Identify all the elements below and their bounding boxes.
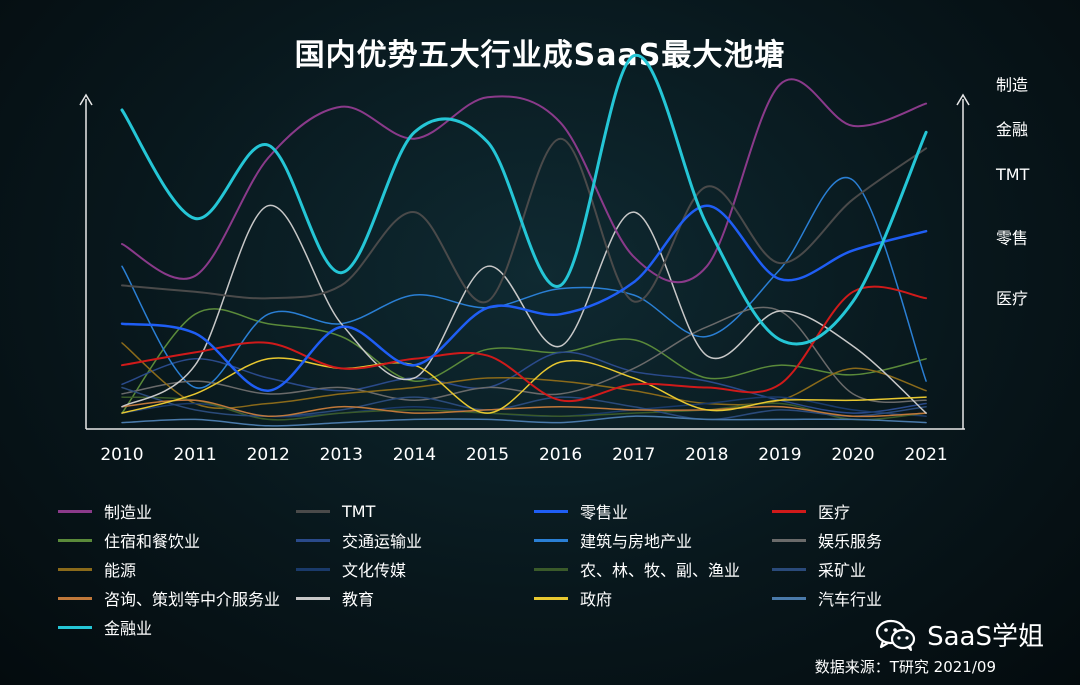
legend-swatch <box>296 509 330 513</box>
legend-swatch <box>58 509 92 513</box>
right-label-2: TMT <box>995 165 1030 184</box>
right-label-3: 零售 <box>996 229 1028 248</box>
series-line-2 <box>120 204 928 392</box>
chart-title: 国内优势五大行业成SaaS最大池塘 <box>294 38 786 73</box>
x-tick-label: 2015 <box>466 445 509 465</box>
legend-item: 零售业 <box>534 500 772 522</box>
x-tick-label: 2020 <box>831 445 874 465</box>
x-tick-label: 2011 <box>173 445 216 465</box>
series-line-8 <box>121 342 927 410</box>
legend-label: 制造业 <box>104 503 153 522</box>
legend-label: 采矿业 <box>818 561 867 580</box>
legend-label: 住宿和餐饮业 <box>104 532 201 551</box>
legend-swatch <box>58 567 92 571</box>
legend-item: 住宿和餐饮业 <box>58 529 296 551</box>
legend-swatch <box>58 596 92 600</box>
legend-item: 制造业 <box>58 500 296 522</box>
series-line-0 <box>121 78 928 284</box>
x-tick-label: 2018 <box>685 445 728 465</box>
legend-swatch <box>772 509 806 513</box>
data-source: 数据来源：T研究 2021/09 <box>814 658 996 676</box>
line-chart: 2010 2011 2012 2013 2014 2015 2016 2017 2018 2019… <box>79 54 1030 465</box>
series-line-12 <box>121 399 927 418</box>
x-tick-label: 2013 <box>320 445 363 465</box>
legend-item: 汽车行业 <box>772 587 1010 609</box>
series-line-7 <box>121 306 927 404</box>
legend-item: TMT <box>296 500 534 522</box>
legend-swatch <box>534 567 568 571</box>
legend-swatch <box>534 538 568 542</box>
legend-swatch <box>296 538 330 542</box>
legend-swatch <box>772 538 806 542</box>
legend-label: 农、林、牧、副、渔业 <box>580 561 741 580</box>
legend-swatch <box>772 596 806 600</box>
legend-label: 金融业 <box>104 619 153 638</box>
legend-label: 能源 <box>104 561 137 580</box>
legend-item: 交通运输业 <box>296 529 534 551</box>
x-tick-label: 2016 <box>539 445 582 465</box>
legend-swatch <box>296 596 330 600</box>
legend-item: 教育 <box>296 587 534 609</box>
series-line-1 <box>121 137 928 304</box>
legend-label: 医疗 <box>818 503 851 522</box>
legend-item: 咨询、策划等中介服务业 <box>58 587 296 609</box>
series-line-3 <box>121 285 928 403</box>
legend-swatch <box>58 538 92 542</box>
legend-label: 零售业 <box>580 503 629 522</box>
right-label-1: 金融 <box>996 120 1028 139</box>
watermark-text: SaaS学姐 <box>927 622 1044 652</box>
x-tick-label: 2010 <box>100 445 143 465</box>
legend-label: 咨询、策划等中介服务业 <box>104 590 281 609</box>
legend-item: 政府 <box>534 587 772 609</box>
legend-item: 建筑与房地产业 <box>534 529 772 551</box>
x-tick-label: 2021 <box>904 445 947 465</box>
legend-label: 政府 <box>580 590 613 609</box>
legend-label: 汽车行业 <box>818 590 883 609</box>
legend-swatch <box>772 567 806 571</box>
legend-label: 文化传媒 <box>342 561 407 580</box>
right-label-0: 制造 <box>996 75 1028 94</box>
legend-swatch <box>58 625 92 629</box>
series-line-5 <box>121 351 927 414</box>
x-tick-label: 2017 <box>612 445 655 465</box>
series-line-6 <box>121 176 927 389</box>
legend-item: 能源 <box>58 558 296 580</box>
legend-label: 建筑与房地产业 <box>580 532 693 551</box>
legend-swatch <box>296 567 330 571</box>
watermark: SaaS学姐 <box>875 616 1044 653</box>
y-axis-left-arrow <box>79 93 93 106</box>
legend-item: 娱乐服务 <box>772 529 1010 551</box>
legend-item: 金融业 <box>58 616 296 638</box>
series-line-4 <box>121 308 927 414</box>
legend-label: TMT <box>342 501 376 521</box>
legend-label: 娱乐服务 <box>818 532 883 551</box>
legend-item: 医疗 <box>772 500 1010 522</box>
right-label-4: 医疗 <box>996 289 1028 308</box>
legend-item: 采矿业 <box>772 558 1010 580</box>
series-line-10 <box>121 396 927 421</box>
legend-label: 教育 <box>342 590 375 609</box>
legend-item: 文化传媒 <box>296 558 534 580</box>
legend-label: 交通运输业 <box>342 532 423 551</box>
series-line-16 <box>120 54 928 346</box>
x-tick-label: 2012 <box>247 445 290 465</box>
legend-item: 农、林、牧、副、渔业 <box>534 558 772 580</box>
series-line-13 <box>121 204 927 414</box>
chart-legend: 制造业 TMT 零售业 医疗住宿和餐饮业 交通运输业 建筑与房地产业 娱乐服务能源 文化传媒 农… <box>58 500 1018 638</box>
legend-swatch <box>534 509 568 513</box>
wechat-icon <box>876 619 916 651</box>
series-line-15 <box>121 415 927 427</box>
legend-swatch <box>534 596 568 600</box>
x-tick-label: 2019 <box>758 445 801 465</box>
y-axis-right-arrow <box>956 93 970 106</box>
series-line-14 <box>121 357 927 414</box>
x-tick-label: 2014 <box>393 445 436 465</box>
